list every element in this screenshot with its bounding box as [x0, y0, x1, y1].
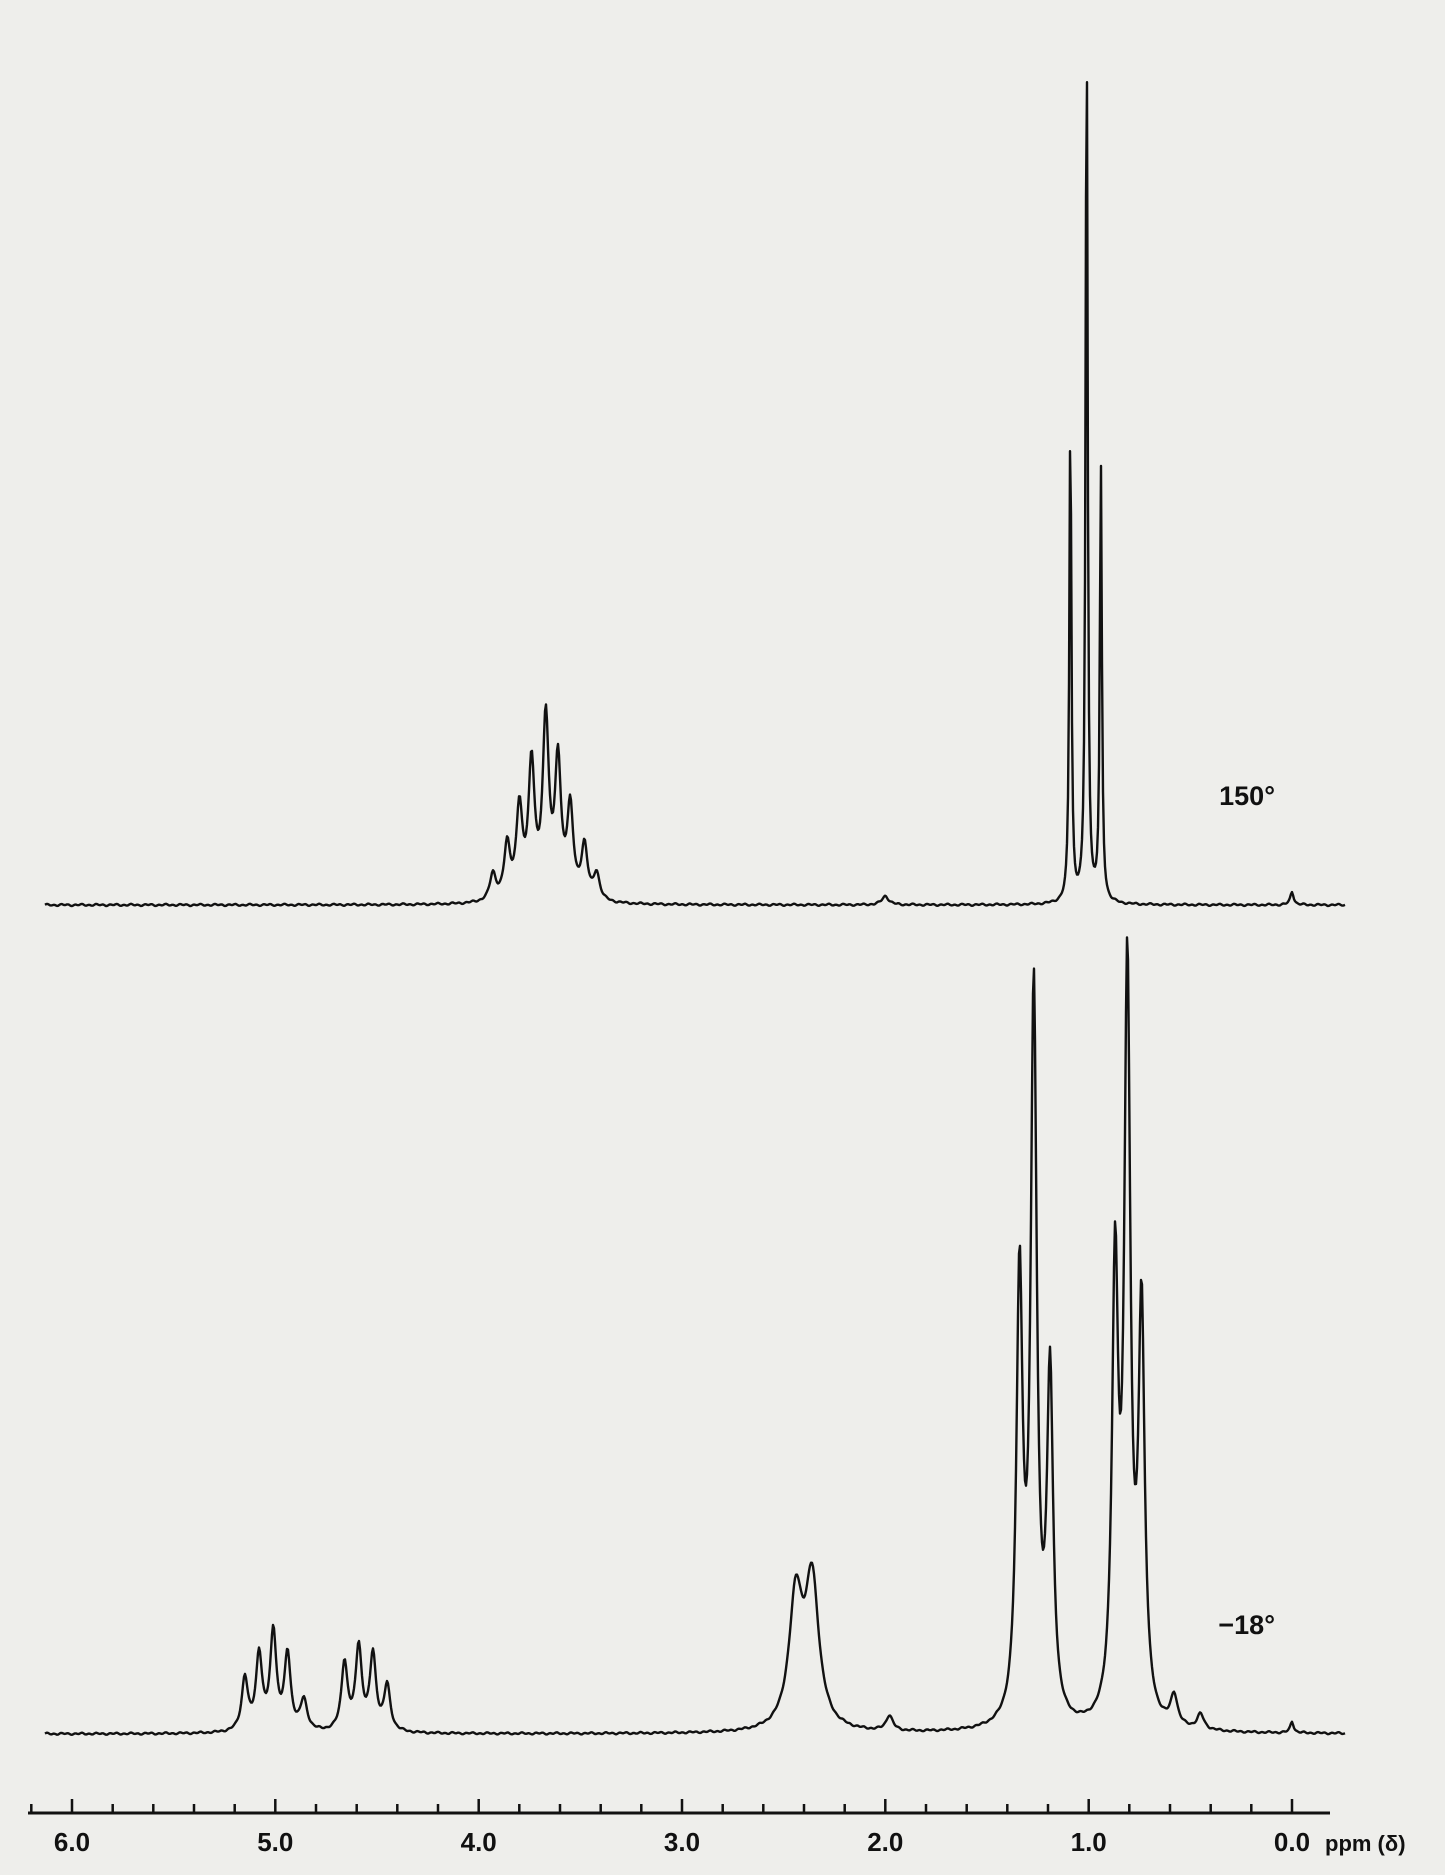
x-tick-label: 4.0 — [461, 1827, 497, 1857]
x-axis-label: ppm (δ) — [1325, 1831, 1406, 1856]
x-tick-label: 5.0 — [257, 1827, 293, 1857]
x-tick-label: 0.0 — [1274, 1827, 1310, 1857]
x-tick-label: 1.0 — [1071, 1827, 1107, 1857]
x-tick-label: 6.0 — [54, 1827, 90, 1857]
spectrum-trace-2 — [44, 936, 1346, 1736]
series-labels: 150° −18° — [1218, 781, 1275, 1640]
spectrum-traces — [44, 81, 1346, 1736]
x-axis: 6.0 5.0 4.0 3.0 2.0 1.0 0.0 ppm (δ) — [28, 1799, 1406, 1857]
series-label-2: −18° — [1218, 1610, 1275, 1640]
spectrum-trace-1 — [44, 81, 1346, 908]
x-tick-label: 2.0 — [867, 1827, 903, 1857]
x-tick-label: 3.0 — [664, 1827, 700, 1857]
series-label-1: 150° — [1219, 781, 1275, 811]
